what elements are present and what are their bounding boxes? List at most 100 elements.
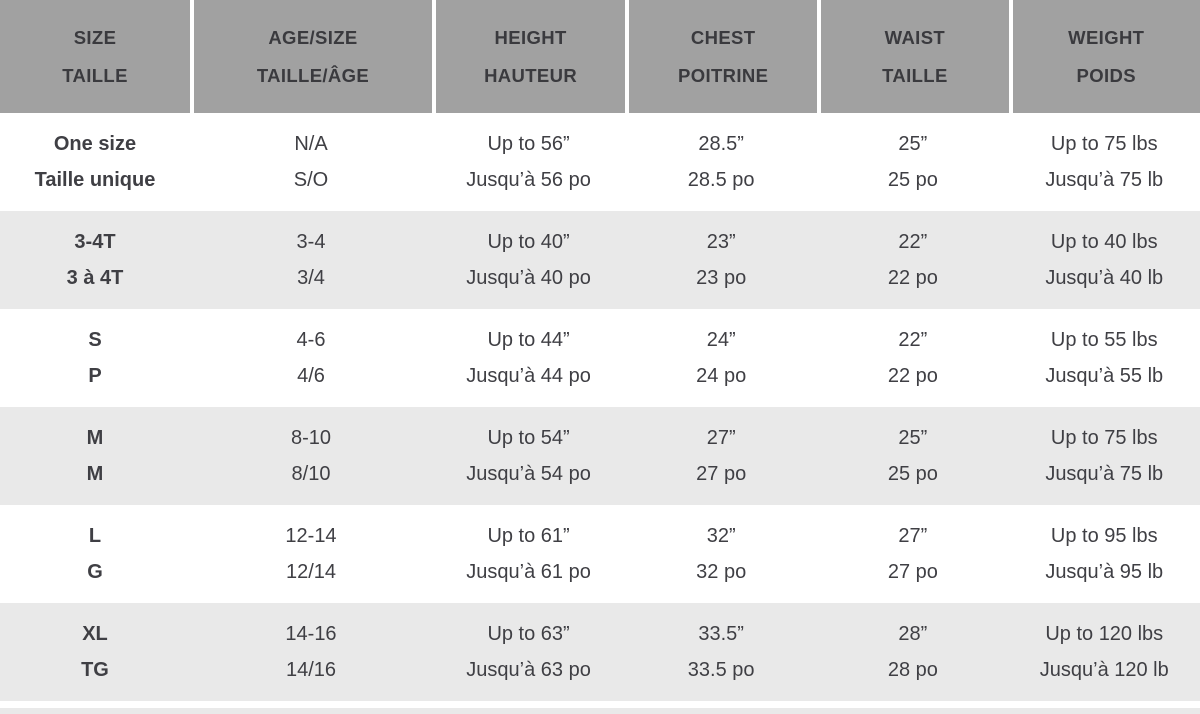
- cell-size-fr: 3 à 4T: [66, 267, 124, 289]
- cell-age-size-fr: 3/4: [297, 267, 325, 289]
- cell-age-size-en: 3-4: [296, 231, 326, 253]
- cell-age-size-fr: 14/16: [285, 659, 337, 681]
- cell-weight: Up to 55 lbs Jusqu’à 55 lb: [1009, 309, 1200, 407]
- cell-waist-fr: 22 po: [887, 365, 938, 387]
- cell-chest-fr: 23 po: [696, 267, 747, 289]
- cell-age-size: N/A S/O: [190, 113, 432, 211]
- column-header-size-en: SIZE: [73, 26, 117, 48]
- cell-chest-en: 24”: [706, 329, 736, 351]
- cell-waist: 27” 27 po: [817, 505, 1008, 603]
- cell-age-size: 8-10 8/10: [190, 407, 432, 505]
- cell-chest: 27” 27 po: [625, 407, 817, 505]
- cell-chest: 24” 24 po: [625, 309, 817, 407]
- cell-chest: 23” 23 po: [625, 211, 817, 309]
- table-row: XL TG 14-16 14/16 Up to 63” Jusqu’à 63 p…: [0, 603, 1200, 701]
- cell-age-size: 12-14 12/14: [190, 505, 432, 603]
- cell-size: One size Taille unique: [0, 113, 190, 211]
- cell-height-fr: Jusqu’à 40 po: [466, 267, 591, 289]
- cell-height: Up to 40” Jusqu’à 40 po: [432, 211, 625, 309]
- column-header-weight: WEIGHT POIDS: [1008, 0, 1200, 113]
- cell-age-size: 14-16 14/16: [190, 603, 432, 701]
- cell-size: XL TG: [0, 603, 190, 701]
- cell-height: Up to 61” Jusqu’à 61 po: [432, 505, 625, 603]
- cell-chest: 32” 32 po: [625, 505, 817, 603]
- cell-waist-en: 28”: [898, 623, 928, 645]
- cell-size: L G: [0, 505, 190, 603]
- cell-chest: 28.5” 28.5 po: [625, 113, 817, 211]
- cell-waist-en: 22”: [898, 329, 928, 351]
- cell-age-size-en: N/A: [294, 133, 328, 155]
- column-header-waist: WAIST TAILLE: [817, 0, 1008, 113]
- cell-chest: 33.5” 33.5 po: [625, 603, 817, 701]
- cell-waist-en: 27”: [898, 525, 928, 547]
- cell-waist-fr: 27 po: [887, 561, 938, 583]
- bottom-gap: [0, 701, 1200, 708]
- cell-weight: Up to 120 lbs Jusqu’à 120 lb: [1009, 603, 1200, 701]
- table-row: L G 12-14 12/14 Up to 61” Jusqu’à 61 po …: [0, 505, 1200, 603]
- column-header-waist-en: WAIST: [884, 26, 946, 48]
- cell-weight-en: Up to 40 lbs: [1050, 231, 1158, 253]
- cell-age-size-en: 4-6: [296, 329, 326, 351]
- cell-age-size-en: 8-10: [290, 427, 331, 449]
- cell-weight-fr: Jusqu’à 40 lb: [1045, 267, 1164, 289]
- cell-waist: 28” 28 po: [817, 603, 1008, 701]
- column-header-age-size-fr: TAILLE/ÂGE: [256, 64, 370, 86]
- cell-weight-en: Up to 75 lbs: [1050, 427, 1158, 449]
- cell-waist-en: 22”: [898, 231, 928, 253]
- cell-age-size-en: 14-16: [285, 623, 337, 645]
- cell-size-fr: M: [86, 463, 104, 485]
- cell-height-fr: Jusqu’à 63 po: [466, 659, 591, 681]
- cell-size-en: XL: [82, 623, 108, 645]
- cell-age-size: 4-6 4/6: [190, 309, 432, 407]
- cell-height: Up to 56” Jusqu’à 56 po: [432, 113, 625, 211]
- column-header-height-fr: HAUTEUR: [484, 64, 578, 86]
- cell-waist: 22” 22 po: [817, 211, 1008, 309]
- column-header-weight-fr: POIDS: [1076, 64, 1136, 86]
- table-row: M M 8-10 8/10 Up to 54” Jusqu’à 54 po 27…: [0, 407, 1200, 505]
- cell-chest-en: 28.5”: [698, 133, 744, 155]
- cell-size: 3-4T 3 à 4T: [0, 211, 190, 309]
- column-header-chest: CHEST POITRINE: [625, 0, 817, 113]
- cell-height: Up to 54” Jusqu’à 54 po: [432, 407, 625, 505]
- cell-weight-fr: Jusqu’à 75 lb: [1045, 463, 1164, 485]
- column-header-chest-en: CHEST: [690, 26, 756, 48]
- cell-height-fr: Jusqu’à 54 po: [466, 463, 591, 485]
- table-header-row: SIZE TAILLE AGE/SIZE TAILLE/ÂGE HEIGHT H…: [0, 0, 1200, 113]
- cell-waist-en: 25”: [898, 427, 928, 449]
- cell-size-fr: TG: [81, 659, 109, 681]
- cell-waist: 22” 22 po: [817, 309, 1008, 407]
- cell-size-fr: G: [87, 561, 103, 583]
- cell-weight-fr: Jusqu’à 120 lb: [1039, 659, 1169, 681]
- cell-height-en: Up to 40”: [487, 231, 570, 253]
- table-row: 3-4T 3 à 4T 3-4 3/4 Up to 40” Jusqu’à 40…: [0, 211, 1200, 309]
- cell-size-en: L: [88, 525, 102, 547]
- cell-height-en: Up to 61”: [487, 525, 570, 547]
- cell-weight: Up to 40 lbs Jusqu’à 40 lb: [1009, 211, 1200, 309]
- cell-age-size: 3-4 3/4: [190, 211, 432, 309]
- cell-size-fr: P: [88, 365, 102, 387]
- cell-waist-fr: 25 po: [887, 463, 938, 485]
- cell-chest-en: 27”: [706, 427, 736, 449]
- cell-size: M M: [0, 407, 190, 505]
- column-header-size-fr: TAILLE: [62, 64, 128, 86]
- cell-waist-en: 25”: [898, 133, 928, 155]
- cell-age-size-en: 12-14: [285, 525, 337, 547]
- cell-weight-fr: Jusqu’à 75 lb: [1045, 169, 1164, 191]
- cell-waist-fr: 28 po: [887, 659, 938, 681]
- column-header-age-size: AGE/SIZE TAILLE/ÂGE: [189, 0, 432, 113]
- cell-chest-en: 32”: [706, 525, 736, 547]
- cell-age-size-fr: 4/6: [297, 365, 325, 387]
- cell-age-size-fr: 8/10: [291, 463, 331, 485]
- cell-size-en: 3-4T: [74, 231, 116, 253]
- cell-weight-en: Up to 95 lbs: [1050, 525, 1158, 547]
- cell-weight-en: Up to 55 lbs: [1050, 329, 1158, 351]
- cell-chest-en: 23”: [706, 231, 736, 253]
- cell-age-size-fr: S/O: [293, 169, 329, 191]
- cell-chest-fr: 27 po: [696, 463, 747, 485]
- table-row: S P 4-6 4/6 Up to 44” Jusqu’à 44 po 24” …: [0, 309, 1200, 407]
- cell-weight-en: Up to 120 lbs: [1045, 623, 1164, 645]
- cell-chest-fr: 24 po: [696, 365, 747, 387]
- cell-height: Up to 63” Jusqu’à 63 po: [432, 603, 625, 701]
- cell-height-en: Up to 44”: [487, 329, 570, 351]
- cell-waist: 25” 25 po: [817, 113, 1008, 211]
